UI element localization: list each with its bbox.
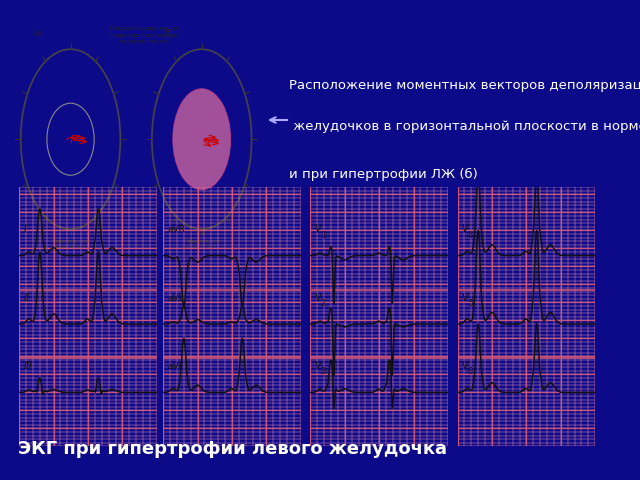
- Text: V: V: [314, 293, 321, 302]
- Text: 5: 5: [468, 299, 473, 308]
- Text: II: II: [23, 293, 29, 302]
- Text: 1: 1: [321, 230, 326, 240]
- Text: aVF: aVF: [167, 362, 184, 371]
- Text: ЭКГ при гипертрофии левого желудочка: ЭКГ при гипертрофии левого желудочка: [18, 440, 447, 458]
- Text: и при гипертрофии ЛЖ (б): и при гипертрофии ЛЖ (б): [289, 168, 477, 181]
- Text: 3: 3: [321, 367, 326, 376]
- Text: aVR: aVR: [167, 225, 185, 234]
- Text: 2: 2: [321, 299, 326, 308]
- Text: I: I: [23, 224, 26, 234]
- Text: Расположение моментных векторов деполяризации: Расположение моментных векторов деполяри…: [289, 79, 640, 92]
- Ellipse shape: [173, 89, 230, 190]
- Text: а): а): [34, 29, 42, 38]
- Text: 4: 4: [468, 230, 473, 240]
- Text: V: V: [314, 361, 321, 371]
- Text: б): б): [165, 29, 173, 38]
- Text: V: V: [461, 224, 468, 234]
- Text: V: V: [461, 293, 468, 302]
- Text: V: V: [461, 361, 468, 371]
- Text: aVL: aVL: [167, 294, 184, 302]
- Text: Переходная
зона R = 3: Переходная зона R = 3: [53, 239, 88, 250]
- Text: III: III: [23, 361, 33, 371]
- Text: Поворот сердца вокруг
продольной оси против
часовой стрелки: Поворот сердца вокруг продольной оси про…: [109, 26, 179, 44]
- Text: желудочков в горизонтальной плоскости в норме (а ): желудочков в горизонтальной плоскости в …: [289, 120, 640, 133]
- Text: V: V: [314, 224, 321, 234]
- Text: Переходная
зона R = 3: Переходная зона R = 3: [184, 239, 220, 250]
- Text: 6: 6: [468, 367, 473, 376]
